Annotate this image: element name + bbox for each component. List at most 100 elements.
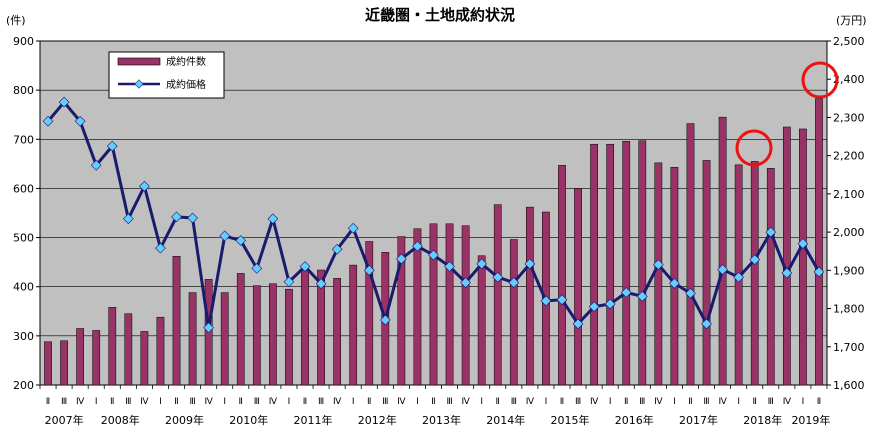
quarter-label: Ⅳ xyxy=(783,397,792,407)
bar xyxy=(558,165,566,386)
year-label: 2011年 xyxy=(294,413,333,427)
price-marker xyxy=(669,277,680,289)
quarter-label: Ⅱ xyxy=(624,397,628,407)
right-tick-label: 1,900 xyxy=(833,264,865,277)
year-label: 2019年 xyxy=(791,413,830,427)
price-marker xyxy=(636,290,648,302)
legend-line-marker xyxy=(134,79,144,89)
bar xyxy=(317,269,325,386)
bar xyxy=(815,98,823,386)
left-tick-label: 400 xyxy=(13,281,34,294)
bar xyxy=(333,278,341,386)
bar xyxy=(301,269,309,386)
price-marker xyxy=(42,115,54,127)
bar xyxy=(92,330,101,386)
right-tick-label: 2,400 xyxy=(833,73,865,86)
year-label: 2009年 xyxy=(165,413,204,427)
right-tick-label: 1,600 xyxy=(833,379,865,392)
quarter-label: Ⅰ xyxy=(609,397,612,407)
price-marker xyxy=(797,238,809,249)
price-marker xyxy=(508,277,520,288)
quarter-label: Ⅰ xyxy=(673,397,676,407)
left-tick-label: 600 xyxy=(13,182,34,195)
bar xyxy=(477,255,486,386)
price-marker xyxy=(251,263,263,274)
price-marker xyxy=(363,264,375,276)
quarter-label: Ⅰ xyxy=(352,397,355,407)
bar xyxy=(76,328,85,386)
bar xyxy=(766,168,775,386)
bar xyxy=(686,123,695,386)
year-label: 2010年 xyxy=(229,413,268,427)
quarter-label: Ⅲ xyxy=(575,397,581,407)
right-tick-label: 2,500 xyxy=(833,35,865,48)
right-tick-label: 2,000 xyxy=(833,226,865,239)
quarter-label: Ⅳ xyxy=(397,397,406,407)
quarter-label: Ⅱ xyxy=(431,397,435,407)
price-marker xyxy=(283,276,295,288)
quarter-label: Ⅰ xyxy=(223,397,226,407)
quarter-label: Ⅲ xyxy=(125,397,131,407)
year-label: 2015年 xyxy=(551,413,590,427)
price-marker xyxy=(155,242,166,254)
right-axis: 1,600 1,700 1,800 1,900 2,000 2,100 2,200 2,300… xyxy=(827,35,865,392)
price-marker xyxy=(556,294,568,306)
quarter-label: Ⅱ xyxy=(817,397,821,407)
quarter-label: Ⅳ xyxy=(718,397,727,407)
bar xyxy=(750,161,759,386)
bar xyxy=(590,143,598,386)
price-marker xyxy=(74,115,86,127)
quarter-label: Ⅱ xyxy=(560,397,564,407)
quarter-label: Ⅳ xyxy=(590,397,599,407)
quarter-label: Ⅱ xyxy=(688,397,692,407)
bar xyxy=(365,241,374,386)
quarter-label: Ⅰ xyxy=(95,397,98,407)
chart-title: 近畿圏・土地成約状況 xyxy=(365,6,515,24)
left-tick-label: 700 xyxy=(13,133,34,146)
price-marker xyxy=(460,277,471,288)
bar xyxy=(670,167,679,386)
year-label: 2007年 xyxy=(45,413,84,427)
price-marker xyxy=(347,222,359,234)
left-tick-label: 200 xyxy=(13,379,34,392)
bar xyxy=(461,225,470,386)
left-tick-label: 500 xyxy=(13,232,34,245)
price-marker xyxy=(428,249,439,261)
quarter-label: Ⅲ xyxy=(639,397,645,407)
price-marker xyxy=(203,322,215,334)
quarter-label: Ⅱ xyxy=(110,397,114,407)
price-marker xyxy=(90,159,102,171)
year-label: 2014年 xyxy=(486,413,525,427)
right-tick-label: 2,100 xyxy=(833,188,865,201)
right-tick-label: 2,300 xyxy=(833,111,865,124)
bar xyxy=(622,141,631,386)
price-marker xyxy=(396,253,407,265)
quarter-label: Ⅰ xyxy=(416,397,419,407)
year-label: 2012年 xyxy=(358,413,397,427)
bar xyxy=(220,292,229,386)
quarter-label: Ⅱ xyxy=(174,397,178,407)
price-marker xyxy=(781,267,793,279)
price-marker xyxy=(106,140,118,152)
bar xyxy=(44,341,52,386)
price-marker xyxy=(235,235,247,246)
quarter-label: Ⅳ xyxy=(461,397,470,407)
bar xyxy=(172,255,181,386)
quarter-label: Ⅰ xyxy=(802,397,805,407)
left-axis: 200 300 400 500 600 700 800 900 xyxy=(13,35,40,392)
quarter-label: Ⅱ xyxy=(496,397,500,407)
bar xyxy=(429,223,438,386)
quarter-label: Ⅰ xyxy=(288,397,291,407)
right-tick-label: 1,700 xyxy=(833,341,865,354)
annotation-circle-2018 xyxy=(735,129,773,167)
price-marker xyxy=(572,318,584,330)
price-marker xyxy=(620,287,632,298)
price-marker xyxy=(331,243,343,255)
quarter-label: Ⅳ xyxy=(654,397,663,407)
bar xyxy=(606,143,615,386)
bar xyxy=(654,162,663,386)
gridlines xyxy=(40,89,827,337)
bar xyxy=(574,188,582,386)
